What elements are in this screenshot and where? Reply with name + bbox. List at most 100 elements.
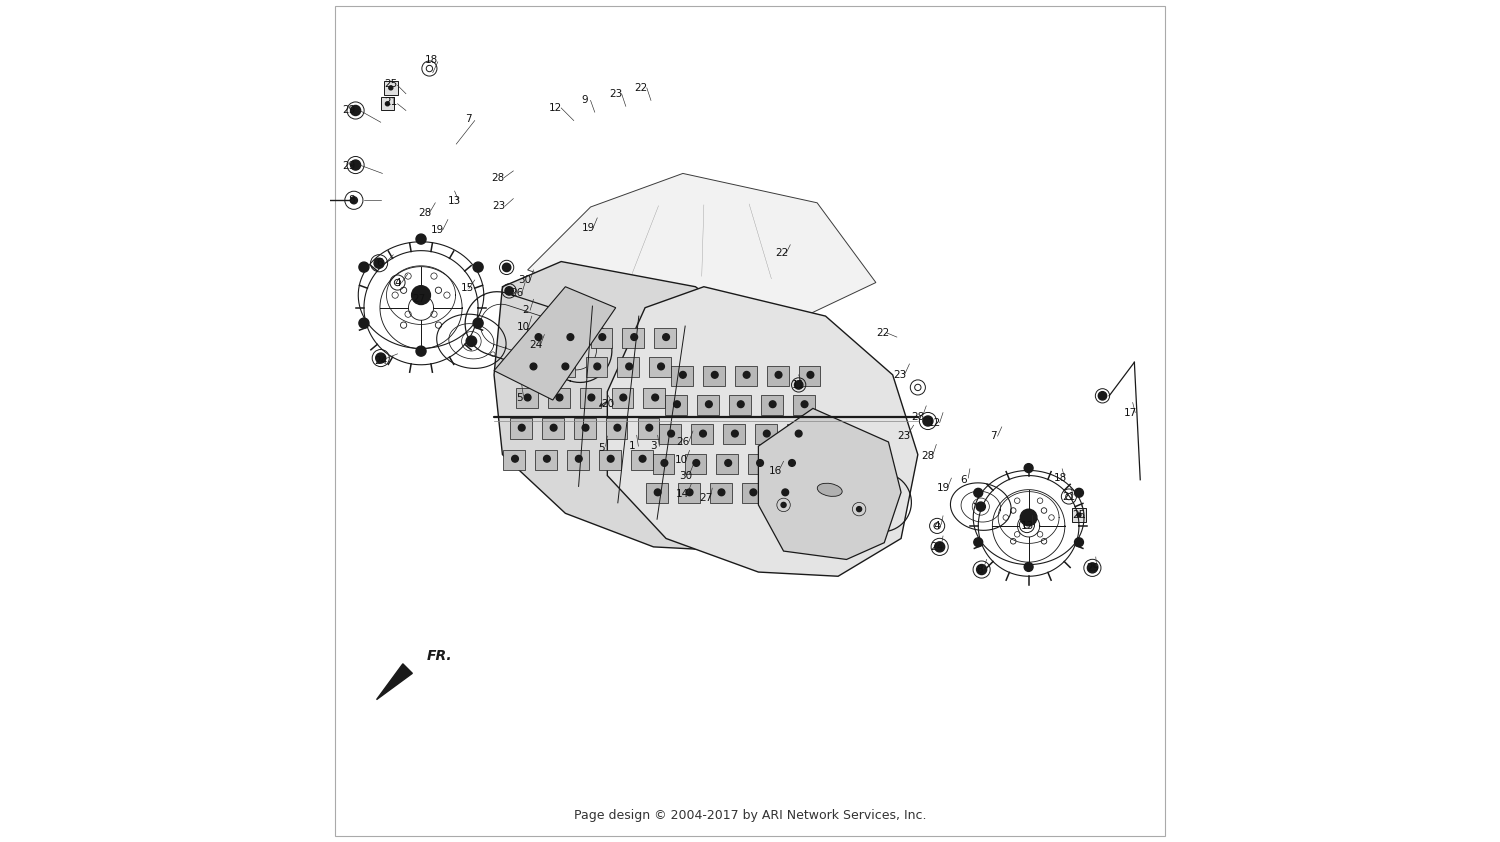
- Circle shape: [556, 394, 562, 401]
- Bar: [526, 328, 549, 348]
- Text: 25: 25: [1072, 510, 1086, 520]
- Text: 25: 25: [384, 78, 398, 88]
- Text: 6: 6: [376, 258, 382, 269]
- Text: 24: 24: [374, 355, 387, 365]
- Circle shape: [503, 264, 512, 272]
- Bar: [554, 357, 576, 377]
- Circle shape: [1020, 509, 1036, 525]
- Text: 22: 22: [776, 248, 789, 258]
- Bar: [710, 483, 732, 504]
- Bar: [748, 454, 770, 474]
- Bar: [684, 454, 706, 474]
- Circle shape: [524, 394, 531, 401]
- Bar: [536, 450, 556, 470]
- Circle shape: [620, 394, 627, 401]
- Circle shape: [594, 363, 600, 370]
- Circle shape: [934, 542, 945, 552]
- Bar: [698, 395, 718, 415]
- Circle shape: [1077, 513, 1082, 517]
- Circle shape: [662, 460, 668, 466]
- Circle shape: [519, 424, 525, 431]
- Circle shape: [922, 416, 933, 426]
- Bar: [774, 483, 795, 504]
- Text: 28: 28: [492, 173, 506, 183]
- Circle shape: [626, 363, 633, 370]
- Text: 29: 29: [1086, 562, 1100, 573]
- Circle shape: [693, 460, 699, 466]
- Text: 27: 27: [699, 493, 712, 504]
- Text: 4: 4: [394, 278, 400, 287]
- Text: 15: 15: [460, 284, 474, 293]
- Circle shape: [416, 234, 426, 244]
- Circle shape: [732, 430, 738, 437]
- Bar: [638, 418, 660, 439]
- Bar: [664, 395, 687, 415]
- Circle shape: [388, 86, 393, 90]
- Bar: [579, 388, 602, 408]
- Bar: [660, 424, 681, 445]
- Text: 29: 29: [342, 105, 355, 115]
- Circle shape: [375, 353, 386, 363]
- Circle shape: [536, 333, 542, 340]
- Circle shape: [351, 160, 360, 170]
- Text: 19: 19: [582, 223, 594, 233]
- Circle shape: [750, 489, 756, 496]
- Circle shape: [699, 430, 706, 437]
- Polygon shape: [759, 408, 902, 559]
- Bar: [650, 357, 670, 377]
- Bar: [780, 454, 802, 474]
- Circle shape: [598, 333, 606, 340]
- Circle shape: [1074, 488, 1083, 498]
- Bar: [618, 357, 639, 377]
- Circle shape: [358, 318, 369, 328]
- Text: 20: 20: [602, 399, 613, 409]
- Polygon shape: [528, 173, 876, 320]
- Circle shape: [466, 336, 477, 347]
- Circle shape: [795, 430, 802, 437]
- Bar: [612, 388, 633, 408]
- Bar: [632, 450, 652, 470]
- Circle shape: [657, 363, 664, 370]
- Polygon shape: [608, 287, 918, 576]
- Text: 23: 23: [609, 88, 622, 99]
- Circle shape: [411, 285, 430, 305]
- Text: 12: 12: [549, 103, 562, 113]
- Circle shape: [795, 381, 802, 389]
- Text: 13: 13: [448, 196, 460, 206]
- Text: 9: 9: [582, 95, 588, 105]
- Text: 27: 27: [413, 295, 424, 304]
- Text: 28: 28: [921, 451, 934, 461]
- Circle shape: [668, 430, 675, 437]
- Bar: [654, 328, 676, 348]
- Bar: [598, 450, 621, 470]
- Circle shape: [1024, 562, 1033, 572]
- Circle shape: [705, 401, 712, 408]
- Circle shape: [686, 489, 693, 496]
- Text: 22: 22: [876, 328, 890, 338]
- Bar: [622, 328, 645, 348]
- Bar: [766, 365, 789, 386]
- Bar: [735, 365, 756, 386]
- Text: 26: 26: [510, 289, 524, 298]
- Circle shape: [738, 401, 744, 408]
- Bar: [741, 483, 764, 504]
- Circle shape: [512, 456, 519, 462]
- Text: 6: 6: [960, 475, 968, 485]
- Text: 23: 23: [897, 431, 910, 441]
- Circle shape: [764, 430, 770, 437]
- Circle shape: [632, 333, 638, 340]
- Text: 7: 7: [465, 114, 472, 124]
- Circle shape: [374, 258, 384, 269]
- Circle shape: [567, 333, 574, 340]
- Circle shape: [654, 489, 662, 496]
- Circle shape: [674, 401, 681, 408]
- Bar: [670, 365, 693, 386]
- Text: 16: 16: [768, 466, 782, 477]
- Text: ARI: ARI: [676, 384, 824, 458]
- Ellipse shape: [818, 483, 842, 497]
- Text: 14: 14: [676, 489, 690, 499]
- Circle shape: [711, 371, 718, 378]
- Text: 22: 22: [634, 83, 648, 93]
- Circle shape: [534, 332, 543, 342]
- Text: 5: 5: [598, 443, 604, 453]
